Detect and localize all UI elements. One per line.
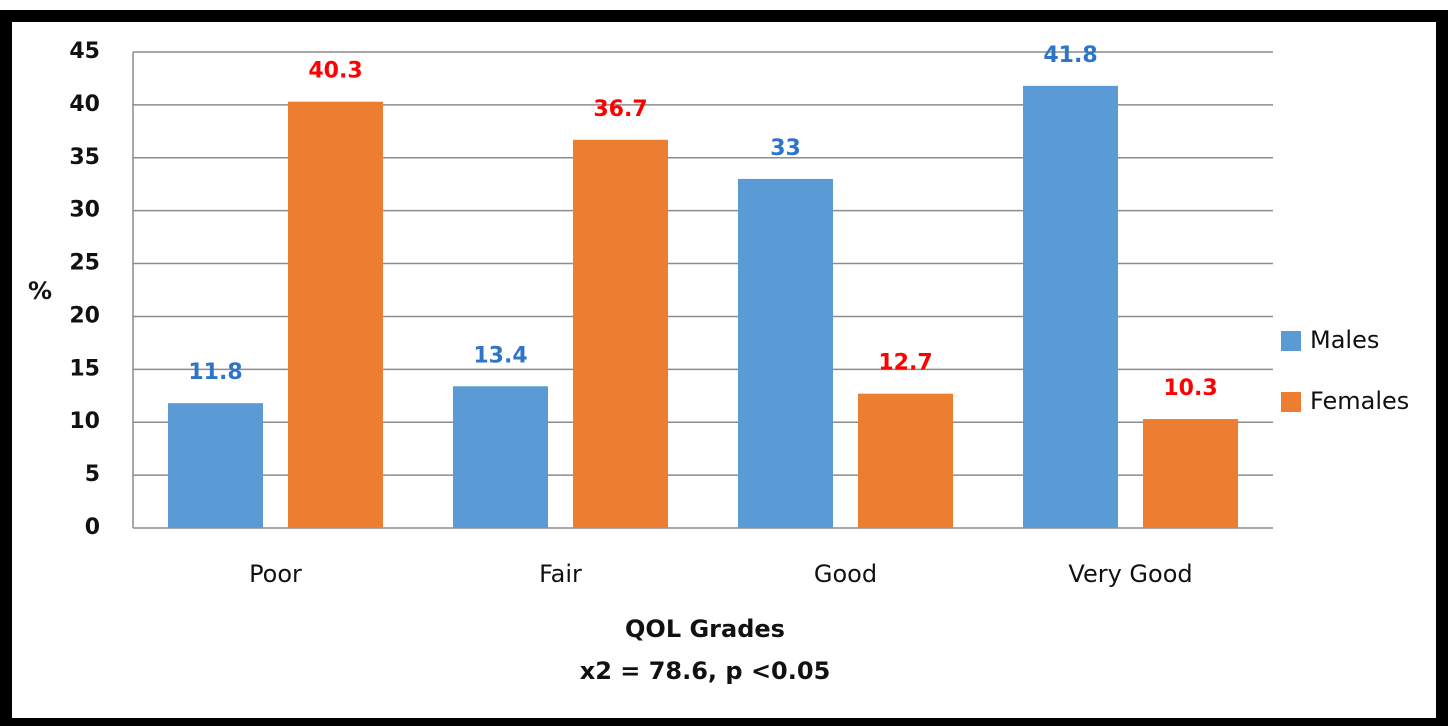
y-tick-label: 30 (69, 198, 100, 223)
y-tick-label: 5 (85, 462, 100, 487)
value-label: 41.8 (1043, 43, 1097, 68)
y-tick-label: 25 (69, 251, 100, 276)
value-label: 10.3 (1163, 376, 1217, 401)
y-tick-label: 35 (69, 145, 100, 170)
y-tick-label: 10 (69, 409, 100, 434)
value-label: 40.3 (308, 59, 362, 84)
value-label: 11.8 (188, 360, 242, 385)
y-tick-label: 20 (69, 303, 100, 328)
y-tick-label: 0 (85, 515, 100, 540)
y-tick-label: 15 (69, 356, 100, 381)
value-label: 12.7 (878, 351, 932, 376)
y-tick-label: 45 (69, 39, 100, 64)
bar (858, 393, 953, 528)
bar (453, 386, 548, 528)
y-tick-label: 40 (69, 92, 100, 117)
bar (288, 101, 383, 529)
value-label: 33 (770, 136, 801, 161)
subtitle: x2 = 78.6, p <0.05 (580, 657, 831, 685)
bar (738, 178, 833, 528)
bar (1143, 419, 1238, 528)
y-axis-label: % (28, 277, 52, 305)
legend-swatch (1281, 392, 1301, 412)
x-tick-label: Poor (249, 560, 302, 588)
x-tick-label: Good (814, 560, 877, 588)
x-tick-label: Fair (539, 560, 582, 588)
value-label: 13.4 (473, 343, 527, 368)
legend-label: Males (1310, 326, 1379, 354)
x-axis-label: QOL Grades (625, 615, 785, 643)
bar (1023, 85, 1118, 529)
value-label: 36.7 (593, 97, 647, 122)
x-tick-label: Very Good (1068, 560, 1192, 588)
legend-swatch (1281, 331, 1301, 351)
bar (573, 139, 668, 528)
bar (168, 403, 263, 528)
legend-label: Females (1310, 387, 1409, 415)
